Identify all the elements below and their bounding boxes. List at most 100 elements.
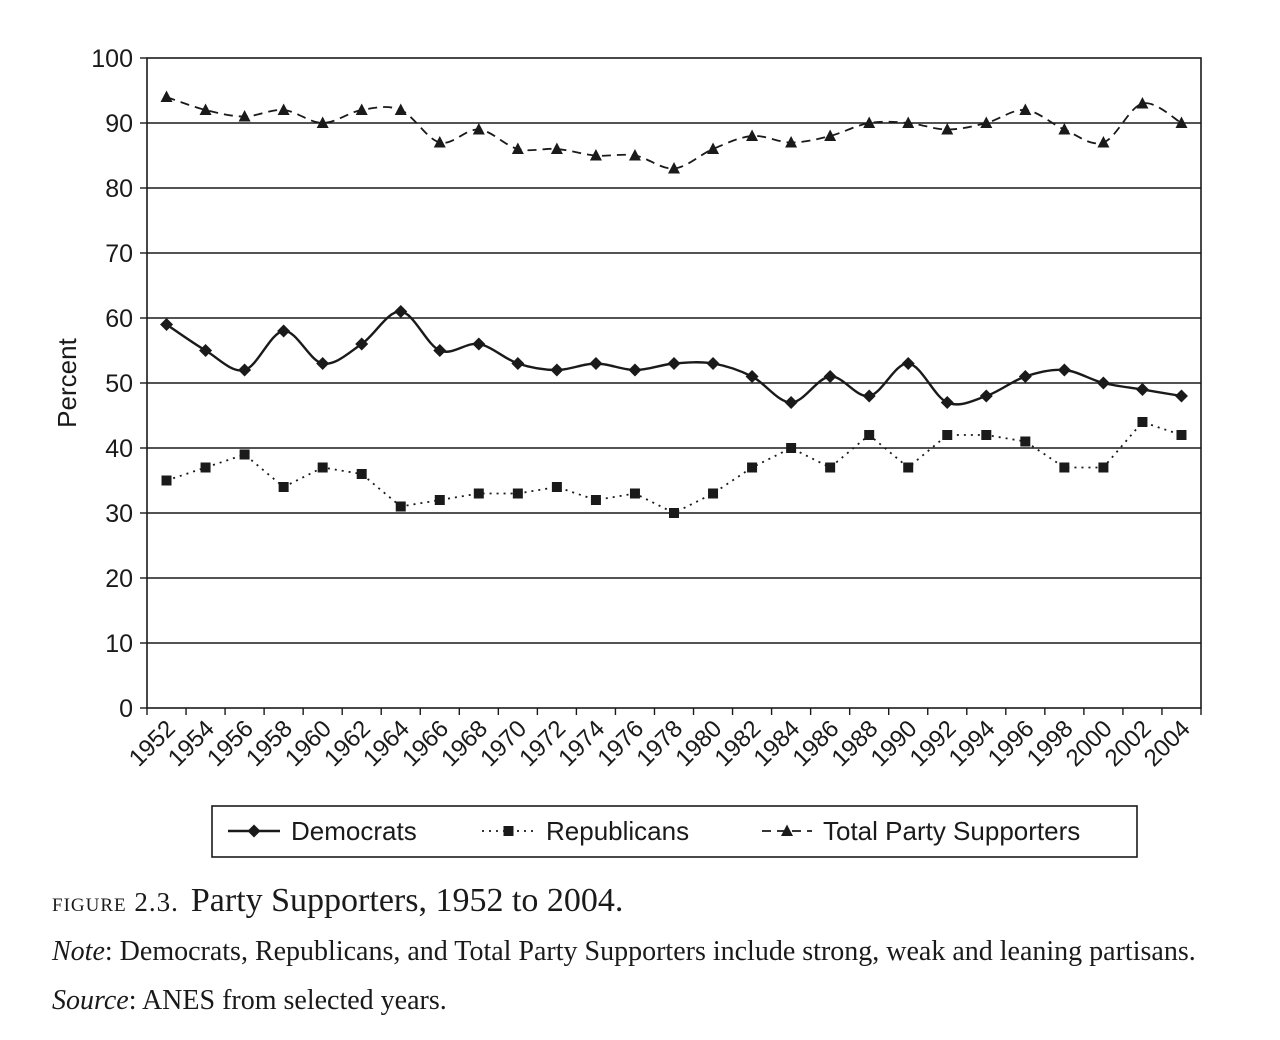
data-point [1135, 383, 1149, 396]
data-point [864, 430, 875, 440]
data-point [1175, 116, 1188, 128]
data-point [901, 357, 915, 370]
legend: Democrats Republicans Total Party Supporte… [211, 805, 1138, 858]
data-point [747, 462, 758, 473]
caption-title-line: figure 2.3. Party Supporters, 1952 to 200… [52, 876, 1232, 927]
data-point [1137, 417, 1148, 427]
series-line [166, 421, 1182, 514]
data-point [1174, 389, 1188, 403]
y-tick-label: 30 [105, 500, 133, 528]
data-point [1176, 430, 1187, 440]
y-tick-label: 100 [91, 45, 133, 73]
data-point [941, 123, 954, 135]
x-tick-label: 2004 [1139, 715, 1196, 772]
data-point [238, 110, 251, 122]
data-point [1019, 103, 1032, 115]
data-point [395, 501, 406, 512]
data-point [745, 370, 759, 383]
figure-label: figure 2.3. [52, 887, 179, 917]
data-point [786, 443, 797, 453]
y-tick-label: 0 [119, 695, 133, 723]
data-point [355, 337, 369, 351]
gridlines [147, 122, 1201, 644]
data-point [1020, 436, 1031, 447]
data-point [277, 324, 291, 338]
data-point [433, 344, 447, 357]
data-point [1096, 376, 1110, 390]
series-total-party-supporters [160, 90, 1188, 174]
legend-label: Total Party Supporters [823, 816, 1080, 846]
data-point [707, 142, 720, 154]
data-point [979, 389, 993, 403]
data-point [1097, 136, 1110, 148]
series-group [160, 90, 1188, 518]
data-point [980, 116, 993, 128]
data-point [668, 162, 680, 174]
legend-marker [247, 824, 261, 838]
data-point [199, 103, 212, 115]
data-point [433, 136, 446, 148]
data-point [706, 357, 720, 370]
data-point [316, 116, 329, 128]
data-point [825, 462, 836, 473]
caption-note: Note: Democrats, Republicans, and Total … [52, 927, 1232, 1025]
data-point [238, 363, 252, 377]
data-point [785, 136, 798, 148]
data-point [902, 116, 915, 128]
y-tick-label: 80 [105, 175, 133, 203]
data-point [550, 363, 564, 377]
data-point [940, 396, 954, 409]
legend-entry: Total Party Supporters [762, 816, 1080, 846]
data-point [473, 488, 484, 499]
data-point [629, 488, 640, 499]
figure-title: Party Supporters, 1952 to 2004. [190, 882, 624, 919]
data-point [628, 149, 641, 161]
data-point [511, 142, 524, 154]
data-point [667, 357, 681, 370]
data-point [394, 305, 408, 318]
data-point [551, 482, 562, 492]
y-tick-label: 70 [105, 240, 133, 268]
data-point [511, 357, 525, 370]
data-point [160, 90, 173, 102]
series-republicans [161, 417, 1187, 518]
source-text: : ANES from selected years. [128, 985, 447, 1016]
data-point [1018, 370, 1032, 383]
legend-entry: Republicans [482, 816, 689, 846]
x-axis: 1952195419561958196019621964196619681970… [124, 708, 1202, 772]
y-tick-label: 40 [105, 435, 133, 463]
data-point [472, 337, 486, 351]
data-point [239, 449, 250, 460]
data-point [942, 430, 953, 440]
legend-box [211, 805, 1138, 858]
y-tick-label: 20 [105, 565, 133, 593]
y-tick-label: 10 [105, 630, 133, 658]
data-point [863, 116, 876, 128]
data-point [199, 344, 213, 357]
data-point [277, 103, 290, 115]
data-point [1059, 462, 1070, 473]
data-point [394, 103, 407, 115]
data-point [589, 149, 602, 161]
data-point [317, 462, 328, 473]
data-point [356, 469, 367, 479]
data-point [1057, 363, 1071, 377]
data-point [160, 318, 174, 331]
series-line [166, 96, 1182, 170]
data-point [355, 103, 368, 115]
data-point [862, 389, 876, 403]
data-point [669, 508, 679, 518]
data-point [823, 370, 837, 383]
legend-entry: Democrats [228, 816, 417, 846]
data-point [512, 488, 523, 499]
data-point [589, 357, 603, 370]
data-point [550, 142, 563, 154]
data-point [824, 129, 837, 141]
data-point [628, 363, 642, 377]
legend-marker [503, 826, 514, 836]
y-tick-label: 90 [105, 110, 133, 138]
data-point [590, 495, 601, 505]
data-point [1136, 97, 1149, 109]
series-democrats [160, 305, 1188, 409]
data-point [708, 488, 719, 499]
